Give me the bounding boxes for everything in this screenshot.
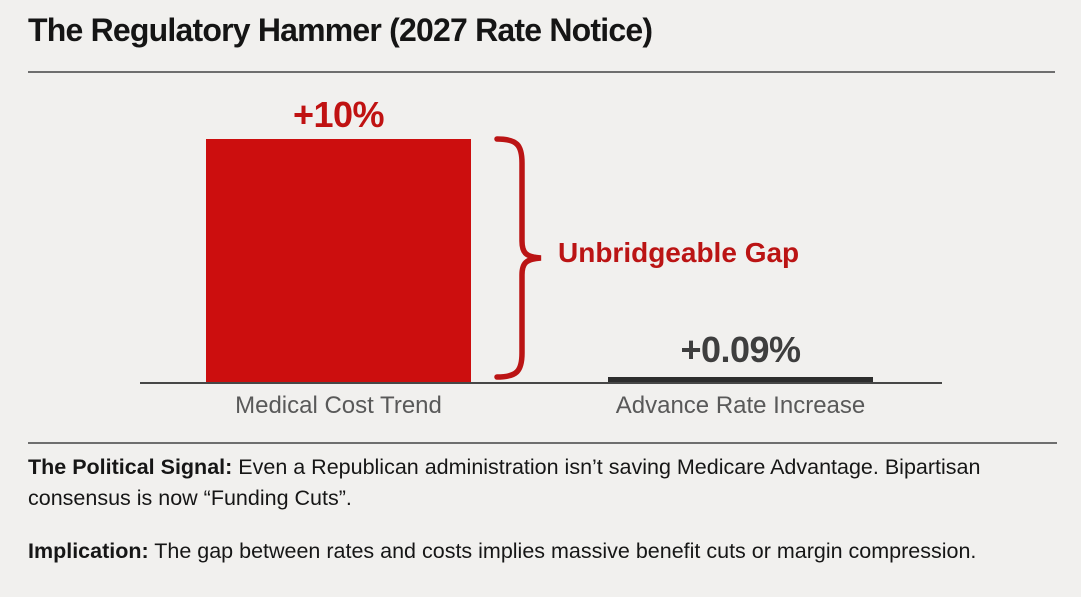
implication-paragraph: Implication: The gap between rates and c… xyxy=(28,536,1023,567)
category-label-advance-rate: Advance Rate Increase xyxy=(615,392,866,419)
header-divider xyxy=(28,71,1055,73)
x-axis-line xyxy=(140,382,942,384)
bar-value-label-medical-cost: +10% xyxy=(292,94,385,135)
page-title: The Regulatory Hammer (2027 Rate Notice) xyxy=(28,12,653,48)
implication-text: The gap between rates and costs implies … xyxy=(148,539,977,563)
curly-brace-annotation xyxy=(494,136,542,380)
bar-value-label-advance-rate: +0.09% xyxy=(680,329,801,370)
bar-advance-rate-increase xyxy=(608,377,873,383)
political-signal-label: The Political Signal: xyxy=(28,455,233,479)
section-divider xyxy=(28,442,1057,444)
category-label-medical-cost: Medical Cost Trend xyxy=(235,392,442,419)
bar-medical-cost-trend xyxy=(206,139,471,383)
gap-annotation-label: Unbridgeable Gap xyxy=(558,237,800,268)
political-signal-paragraph: The Political Signal: Even a Republican … xyxy=(28,452,1023,514)
implication-label: Implication: xyxy=(28,539,149,563)
political-signal-text: Even a Republican administration isn’t s… xyxy=(28,455,981,510)
